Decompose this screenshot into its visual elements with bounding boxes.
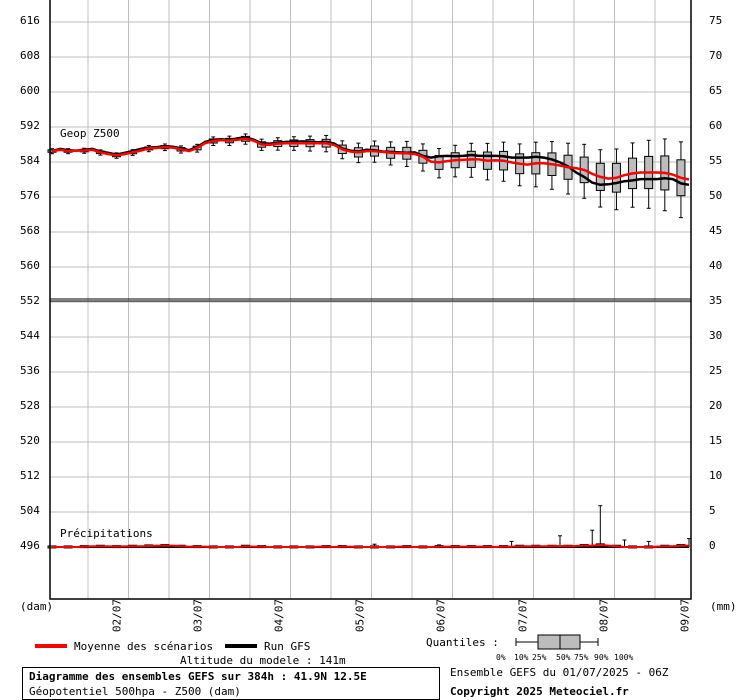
geop-mean-line xyxy=(51,137,690,181)
geop-series-label: Geop Z500 xyxy=(60,127,120,140)
quantile-tick: 90% xyxy=(594,653,609,662)
quantile-tick: 0% xyxy=(496,653,506,662)
right-tick-label: 0 xyxy=(709,539,716,552)
legend-mean-label: Moyenne des scénarios xyxy=(74,640,214,653)
left-tick-label: 584 xyxy=(20,154,40,167)
left-tick-label: 504 xyxy=(20,504,40,517)
date-tick-label: 04/07 xyxy=(272,598,286,633)
left-tick-label: 576 xyxy=(20,189,40,202)
series-lines xyxy=(51,135,690,549)
precip-series-label: Précipitations xyxy=(60,527,153,540)
left-tick-label: 616 xyxy=(20,14,40,27)
right-tick-label: 55 xyxy=(709,154,723,167)
quantile-tick: 100% xyxy=(614,653,634,662)
left-tick-label: 608 xyxy=(20,49,40,62)
right-axis-unit: (mm) xyxy=(710,600,737,613)
right-tick-label: 10 xyxy=(709,469,723,482)
left-tick-label: 520 xyxy=(20,434,40,447)
legend-mean-swatch xyxy=(35,644,67,648)
date-tick-label: 03/07 xyxy=(191,598,205,633)
quantiles-label: Quantiles : xyxy=(426,636,499,649)
geop-run-line xyxy=(51,135,690,187)
footer-box: Diagramme des ensembles GEFS sur 384h : … xyxy=(22,667,440,700)
date-tick-label: 02/07 xyxy=(110,598,124,633)
left-tick-label: 544 xyxy=(20,329,40,342)
date-tick-label: 09/07 xyxy=(678,598,692,633)
quantile-tick: 75% xyxy=(574,653,589,662)
right-tick-label: 75 xyxy=(709,14,723,27)
left-tick-label: 512 xyxy=(20,469,40,482)
legend-run-swatch xyxy=(225,644,257,648)
ensemble-label: Ensemble GEFS du 01/07/2025 - 06Z xyxy=(450,666,669,679)
quantile-tick: 10% xyxy=(514,653,529,662)
right-tick-label: 45 xyxy=(709,224,723,237)
date-tick-label: 07/07 xyxy=(516,598,529,633)
left-tick-label: 592 xyxy=(20,119,40,132)
left-tick-label: 600 xyxy=(20,84,40,97)
right-tick-label: 65 xyxy=(709,84,723,97)
right-tick-label: 30 xyxy=(709,329,723,342)
quantile-tick: 50% xyxy=(556,653,571,662)
right-tick-label: 70 xyxy=(709,49,723,62)
left-tick-label: 496 xyxy=(20,539,40,552)
precip-mean-line xyxy=(52,543,689,549)
left-axis-unit: (dam) xyxy=(20,600,54,613)
right-tick-label: 40 xyxy=(709,259,723,272)
right-tick-label: 50 xyxy=(709,189,723,202)
legend-run-label: Run GFS xyxy=(264,640,311,653)
altitude-label: Altitude du modele : 141m xyxy=(180,654,346,667)
date-tick-label: 08/07 xyxy=(597,598,611,633)
quantile-tick: 25% xyxy=(532,653,547,662)
right-tick-label: 5 xyxy=(709,504,716,517)
right-tick-label: 60 xyxy=(709,119,723,132)
left-tick-label: 560 xyxy=(20,259,40,272)
left-tick-label: 536 xyxy=(20,364,40,377)
date-tick-label: 06/07 xyxy=(434,598,448,633)
quantile-box-icon xyxy=(515,634,599,650)
right-tick-label: 35 xyxy=(709,294,723,307)
left-tick-label: 528 xyxy=(20,399,40,412)
right-tick-label: 20 xyxy=(709,399,723,412)
right-tick-label: 15 xyxy=(709,434,723,447)
copyright-label: Copyright 2025 Meteociel.fr xyxy=(450,685,629,698)
left-tick-label: 568 xyxy=(20,224,40,237)
footer-subtitle: Géopotentiel 500hpa - Z500 (dam) xyxy=(29,685,241,698)
plot-frame xyxy=(49,0,692,600)
geop-boxes xyxy=(47,133,686,219)
footer-title: Diagramme des ensembles GEFS sur 384h : … xyxy=(29,670,367,683)
left-tick-label: 552 xyxy=(20,294,40,307)
right-tick-label: 25 xyxy=(709,364,723,377)
date-tick-label: 05/07 xyxy=(353,598,367,633)
